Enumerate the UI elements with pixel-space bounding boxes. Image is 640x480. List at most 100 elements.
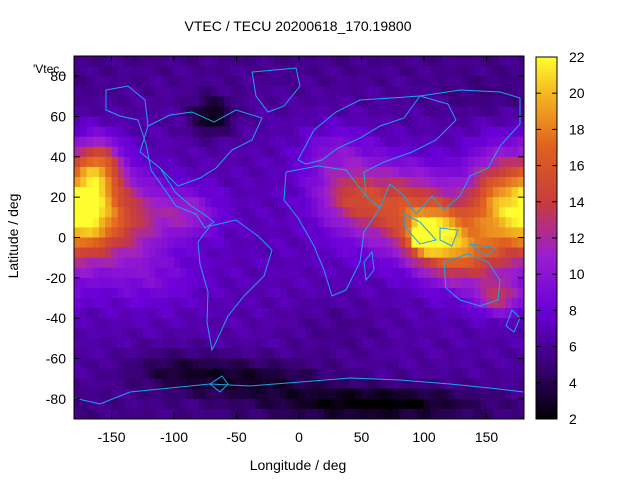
heat-cell bbox=[399, 76, 406, 87]
heat-cell bbox=[199, 318, 206, 329]
heat-cell bbox=[105, 106, 113, 118]
heat-cell bbox=[505, 86, 513, 97]
heat-cell bbox=[255, 388, 263, 400]
heat-cell bbox=[455, 348, 463, 360]
heat-cell bbox=[292, 277, 300, 289]
heat-cell bbox=[142, 298, 150, 309]
heat-cell bbox=[330, 338, 338, 350]
heat-cell bbox=[411, 156, 419, 168]
heat-cell bbox=[274, 247, 281, 259]
heat-cell bbox=[311, 237, 319, 249]
heat-cell bbox=[292, 146, 300, 158]
colorbar-tick-label: 4 bbox=[569, 375, 577, 391]
heat-cell bbox=[517, 257, 524, 269]
heat-cell bbox=[199, 136, 206, 148]
heat-cell bbox=[411, 308, 419, 319]
heat-cell bbox=[399, 368, 406, 380]
heat-cell bbox=[149, 287, 156, 299]
heat-cell bbox=[486, 277, 494, 289]
heat-cell bbox=[117, 408, 125, 419]
heat-cell bbox=[367, 408, 375, 419]
heat-cell bbox=[280, 156, 288, 168]
heat-cell bbox=[305, 287, 313, 299]
heat-cell bbox=[355, 257, 363, 269]
heat-cell bbox=[249, 408, 256, 419]
heat-cell bbox=[236, 86, 244, 97]
heat-cell bbox=[136, 177, 144, 188]
colorbar-tick-label: 12 bbox=[569, 230, 585, 246]
heat-cell bbox=[517, 267, 524, 279]
heat-cell bbox=[386, 328, 394, 339]
heat-cell bbox=[149, 217, 156, 229]
heat-cell bbox=[511, 96, 519, 108]
heat-cell bbox=[286, 378, 294, 390]
heat-cell bbox=[99, 96, 106, 108]
heat-cell bbox=[430, 247, 438, 259]
heat-cell bbox=[324, 197, 331, 208]
heat-cell bbox=[336, 106, 344, 118]
heat-cell bbox=[199, 257, 206, 269]
heat-cell bbox=[155, 227, 163, 239]
heat-cell bbox=[505, 136, 513, 148]
heat-cell bbox=[230, 217, 238, 229]
heat-cell bbox=[217, 106, 225, 118]
heat-cell bbox=[286, 227, 294, 239]
heat-cell bbox=[467, 76, 475, 87]
heat-cell bbox=[349, 116, 356, 128]
heat-cell bbox=[99, 116, 106, 128]
heat-cell bbox=[492, 166, 500, 178]
heat-cell bbox=[217, 247, 225, 259]
heat-cell bbox=[80, 408, 88, 419]
heat-cell bbox=[299, 408, 306, 419]
heat-cell bbox=[330, 106, 338, 118]
heat-cell bbox=[130, 318, 138, 329]
heat-cell bbox=[167, 237, 175, 249]
heat-cell bbox=[405, 66, 413, 77]
heat-cell bbox=[467, 106, 475, 118]
heat-cell bbox=[424, 247, 431, 259]
heat-cell bbox=[324, 177, 331, 188]
heat-cell bbox=[124, 368, 131, 380]
heat-cell bbox=[242, 116, 250, 128]
heat-cell bbox=[117, 156, 125, 168]
heat-cell bbox=[292, 227, 300, 239]
heat-cell bbox=[380, 56, 388, 67]
heat-cell bbox=[255, 348, 263, 360]
heat-cell bbox=[361, 247, 369, 259]
heat-cell bbox=[130, 308, 138, 319]
heat-cell bbox=[186, 207, 194, 218]
heat-cell bbox=[436, 156, 444, 168]
heat-cell bbox=[417, 177, 425, 188]
heat-cell bbox=[161, 227, 169, 239]
heat-cell bbox=[274, 227, 281, 239]
y-tick-label: 60 bbox=[50, 109, 66, 125]
heat-cell bbox=[105, 227, 113, 239]
heat-cell bbox=[517, 66, 524, 77]
heat-cell bbox=[386, 398, 394, 410]
heat-cell bbox=[86, 217, 94, 229]
heat-cell bbox=[130, 66, 138, 77]
heat-cell bbox=[255, 106, 263, 118]
heat-cell bbox=[317, 267, 325, 279]
heat-cell bbox=[424, 267, 431, 279]
heat-cell bbox=[374, 267, 381, 279]
heat-cell bbox=[274, 166, 281, 178]
heat-cell bbox=[317, 408, 325, 419]
heat-cell bbox=[311, 96, 319, 108]
heat-cell bbox=[292, 267, 300, 279]
heat-cell bbox=[417, 388, 425, 400]
heat-cell bbox=[411, 338, 419, 350]
heat-cell bbox=[180, 56, 188, 67]
heat-cell bbox=[511, 398, 519, 410]
heat-cell bbox=[355, 358, 363, 370]
heat-cell bbox=[249, 106, 256, 118]
heat-cell bbox=[299, 378, 306, 390]
heat-cell bbox=[230, 66, 238, 77]
heat-cell bbox=[430, 197, 438, 208]
heat-cell bbox=[492, 408, 500, 419]
heat-cell bbox=[161, 378, 169, 390]
heat-cell bbox=[274, 177, 281, 188]
heat-cell bbox=[349, 197, 356, 208]
heat-cell bbox=[130, 257, 138, 269]
heat-cell bbox=[111, 318, 119, 329]
